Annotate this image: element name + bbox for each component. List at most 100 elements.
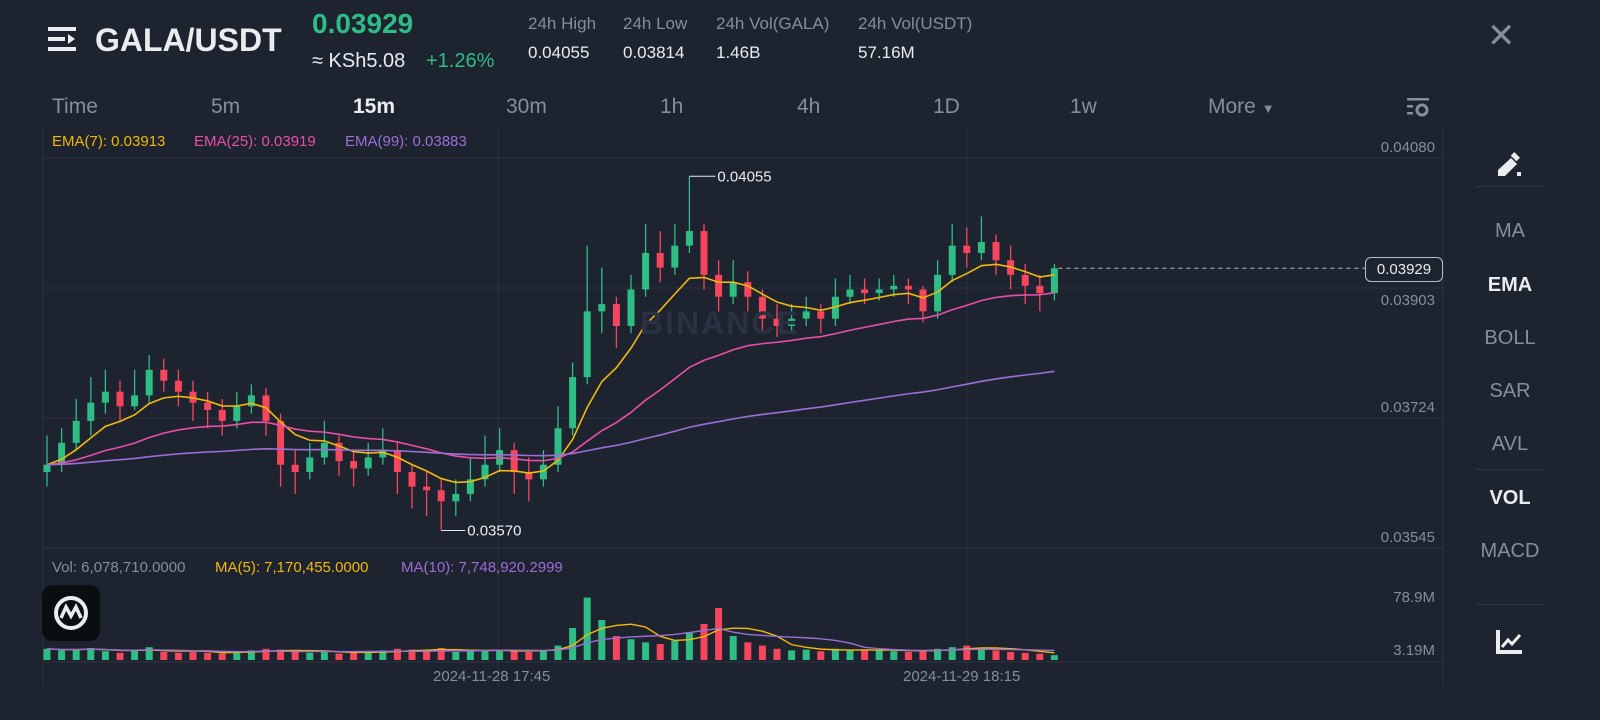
volume-bar [262, 648, 270, 660]
tab-15m[interactable]: 15m [353, 95, 396, 118]
pair-title[interactable]: GALA/USDT [95, 22, 282, 58]
tab-30m[interactable]: 30m [506, 95, 547, 118]
candle-body [481, 464, 489, 480]
candle-body [685, 231, 693, 246]
divider [1475, 469, 1545, 470]
candle-body [525, 472, 533, 480]
volume-bar [788, 650, 796, 660]
volume-bar [1050, 655, 1058, 660]
candle-body [802, 311, 810, 319]
divider [1475, 186, 1545, 187]
candle-body [408, 472, 416, 487]
chart-type-icon[interactable] [1495, 627, 1525, 657]
candle-body [890, 285, 898, 290]
candle-body [277, 420, 285, 465]
volume-bar [890, 651, 898, 660]
candle-body [43, 464, 51, 473]
volume-tick: 78.9M [1393, 589, 1435, 606]
volume-bar [43, 648, 51, 660]
volume-bar [875, 650, 883, 660]
volume-bar [539, 650, 547, 660]
volume-bar [350, 652, 358, 660]
volume-bar [671, 640, 679, 660]
volume-bar [452, 652, 460, 660]
volume-bar [320, 651, 328, 660]
ema99-legend: EMA(99): 0.03883 [345, 133, 467, 150]
chart-settings-icon[interactable] [1405, 96, 1431, 118]
tab-1h[interactable]: 1h [660, 95, 684, 118]
draw-tool-icon[interactable] [1495, 150, 1525, 180]
volume-bar [919, 650, 927, 660]
candle-body [423, 486, 431, 491]
ema25-line [46, 291, 1055, 466]
candle-body [101, 391, 109, 403]
tab-more[interactable]: More ▼ [1208, 95, 1275, 119]
indicator-macd[interactable]: MACD [1480, 540, 1540, 562]
stat-24h-low: 24h Low 0.03814 [623, 14, 688, 62]
volume-bar [948, 647, 956, 660]
volume-bar [554, 645, 562, 660]
candle-body [204, 402, 212, 410]
close-icon[interactable]: ✕ [1487, 17, 1516, 55]
volume-bar [802, 649, 810, 660]
volume-bar [306, 652, 314, 660]
indicator-sar[interactable]: SAR [1489, 380, 1531, 402]
candle-body [58, 442, 66, 465]
candle-body [817, 311, 825, 319]
ema25-legend: EMA(25): 0.03919 [194, 133, 316, 150]
candle-body [861, 289, 869, 294]
candle-body [627, 289, 635, 326]
indicator-ema[interactable]: EMA [1487, 274, 1533, 296]
price-tick: 0.03724 [1380, 399, 1435, 416]
volume-bar [174, 652, 182, 660]
vol-legend: Vol: 6,078,710.0000 [52, 559, 186, 576]
tab-1w[interactable]: 1w [1070, 95, 1097, 118]
candle-body [773, 318, 781, 326]
volume-bar [934, 648, 942, 660]
candle-body [715, 274, 723, 297]
candle-body [539, 464, 547, 480]
price-tick: 0.03903 [1380, 292, 1435, 309]
volume-bar [700, 624, 708, 660]
volume-bar [758, 645, 766, 660]
candle-body [510, 450, 518, 473]
candle-body [1021, 274, 1029, 286]
indicator-avl[interactable]: AVL [1491, 433, 1529, 455]
candle-body [934, 274, 942, 312]
volume-bar [1021, 652, 1029, 660]
tab-5m[interactable]: 5m [211, 95, 241, 118]
candle-body [598, 304, 606, 312]
volume-bar [423, 650, 431, 660]
volume-bar [744, 642, 752, 660]
candle-body [291, 464, 299, 473]
indicator-vol[interactable]: VOL [1489, 487, 1531, 509]
indicator-boll[interactable]: BOLL [1484, 327, 1536, 349]
candle-body [671, 245, 679, 268]
volume-tick: 3.19M [1393, 642, 1435, 659]
volume-bar [145, 647, 153, 660]
price-change: +1.26% [426, 50, 495, 72]
candle-body [846, 289, 854, 297]
volume-bar [583, 597, 591, 660]
indicator-ma[interactable]: MA [1495, 220, 1525, 242]
volume-bar [627, 639, 635, 660]
volume-bar [408, 649, 416, 660]
high-marker-label: 0.04055 [717, 168, 771, 185]
candle-body [948, 245, 956, 275]
candle-body [554, 428, 562, 465]
candle-body [569, 377, 577, 429]
coinmarketcap-logo[interactable] [42, 585, 100, 641]
menu-icon[interactable] [48, 26, 78, 52]
candle-body [729, 282, 737, 297]
tab-4h[interactable]: 4h [797, 95, 821, 118]
volume-bar [817, 651, 825, 660]
stat-24h-vol-usdt: 24h Vol(USDT) 57.16M [858, 14, 973, 62]
tab-time[interactable]: Time [52, 95, 98, 118]
candle-body [466, 479, 474, 494]
binance-watermark: BINANCE [640, 305, 800, 341]
candle-body [350, 461, 358, 469]
candle-body [145, 369, 153, 396]
tab-1d[interactable]: 1D [933, 95, 960, 118]
volume-bar [233, 651, 241, 660]
